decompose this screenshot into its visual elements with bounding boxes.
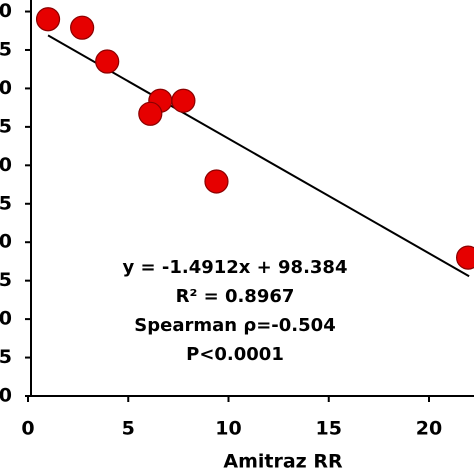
y-tick-label: 65	[0, 269, 12, 291]
trend-line	[47, 34, 470, 278]
annotation: Spearman ρ=-0.504	[134, 315, 335, 336]
x-tick-label: 10	[215, 418, 241, 440]
point	[95, 49, 120, 74]
point	[204, 169, 229, 194]
y-tick-label: 50	[0, 385, 12, 407]
y-tick-label: 95	[0, 38, 12, 60]
x-tick-label: 15	[316, 418, 342, 440]
point	[456, 245, 474, 270]
y-tick-label: 85	[0, 115, 12, 137]
y-tick-label: 70	[0, 231, 12, 253]
annotation: P<0.0001	[186, 344, 284, 365]
y-tick-label: 60	[0, 308, 12, 330]
x-tick-label: 5	[122, 418, 135, 440]
point	[70, 15, 95, 40]
x-axis-label: Amitraz RR	[223, 451, 343, 473]
y-tick-label: 80	[0, 154, 12, 176]
point	[138, 101, 163, 126]
x-tick-label: 20	[416, 418, 442, 440]
x-tick-label: 0	[21, 418, 34, 440]
annotation: y = -1.4912x + 98.384	[123, 257, 348, 278]
point	[35, 7, 61, 32]
annotation: R² = 0.8967	[176, 286, 295, 307]
point	[171, 88, 196, 113]
y-tick-label: 100	[0, 0, 12, 22]
y-tick-label: 75	[0, 192, 12, 214]
y-tick-label: 55	[0, 346, 12, 368]
y-tick-label: 90	[0, 77, 12, 99]
